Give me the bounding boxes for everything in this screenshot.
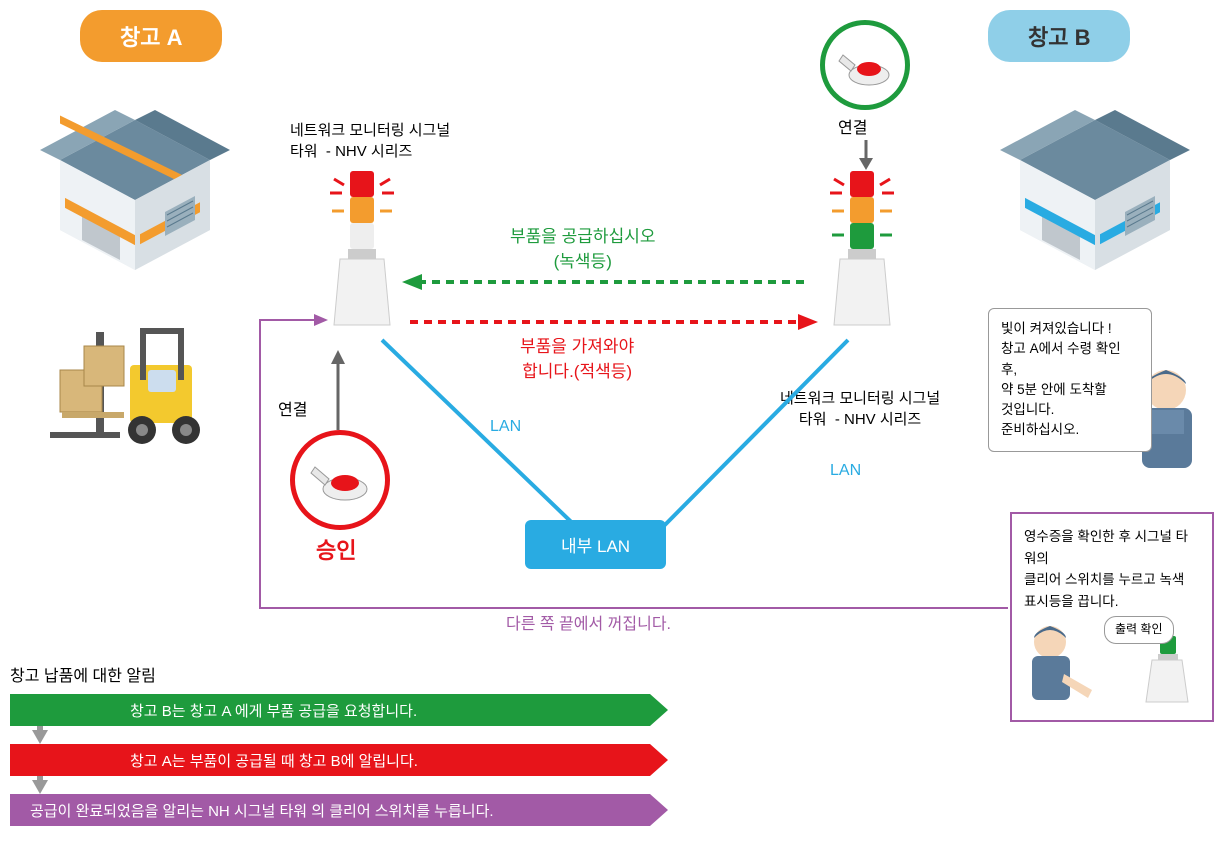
- purple-box-text: 영수증을 확인한 후 시그널 타워의 클리어 스위치를 누르고 녹색 표시등을 …: [1024, 526, 1200, 612]
- step-3-arrow: [650, 794, 668, 826]
- purple-bubble: 출력 확인: [1104, 616, 1174, 643]
- section-title: 창고 납품에 대한 알림: [10, 666, 156, 688]
- step-1-arrow: [650, 694, 668, 726]
- step-connector-2: [32, 776, 48, 794]
- worker-purple-icon: [1020, 618, 1100, 708]
- step-2-arrow: [650, 744, 668, 776]
- step-3: 공급이 완료되었음을 알리는 NH 시그널 타워 의 클리어 스위치를 누릅니다…: [10, 794, 650, 826]
- purple-line-label: 다른 쪽 끝에서 꺼집니다.: [506, 614, 671, 636]
- step-connector-1: [32, 726, 48, 744]
- step-1: 창고 B는 창고 A 에게 부품 공급을 요청합니다.: [10, 694, 650, 726]
- speech-b: 빛이 켜져있습니다 ! 창고 A에서 수령 확인 후, 약 5분 안에 도착할 …: [988, 308, 1152, 452]
- purple-box: 영수증을 확인한 후 시그널 타워의 클리어 스위치를 누르고 녹색 표시등을 …: [1010, 512, 1214, 722]
- step-2: 창고 A는 부품이 공급될 때 창고 B에 알립니다.: [10, 744, 650, 776]
- tower-mini-icon: [1142, 632, 1192, 712]
